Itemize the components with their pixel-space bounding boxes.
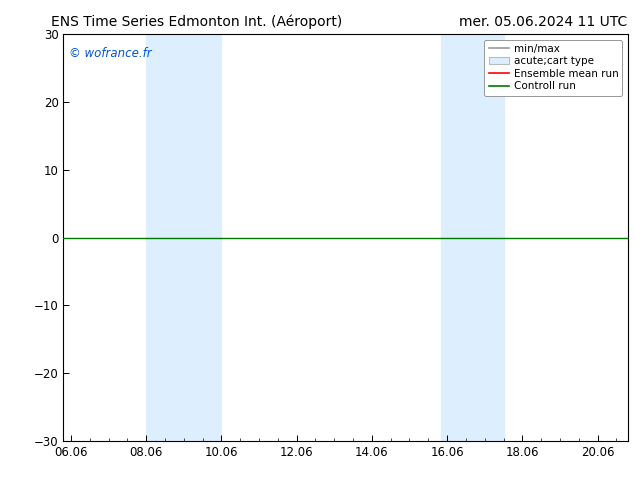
Bar bbox=[441, 34, 503, 441]
Legend: min/max, acute;cart type, Ensemble mean run, Controll run: min/max, acute;cart type, Ensemble mean … bbox=[484, 40, 623, 96]
Text: © wofrance.fr: © wofrance.fr bbox=[69, 47, 152, 59]
Text: ENS Time Series Edmonton Int. (Aéroport): ENS Time Series Edmonton Int. (Aéroport) bbox=[51, 15, 342, 29]
Bar bbox=[146, 34, 221, 441]
Text: mer. 05.06.2024 11 UTC: mer. 05.06.2024 11 UTC bbox=[460, 15, 628, 29]
